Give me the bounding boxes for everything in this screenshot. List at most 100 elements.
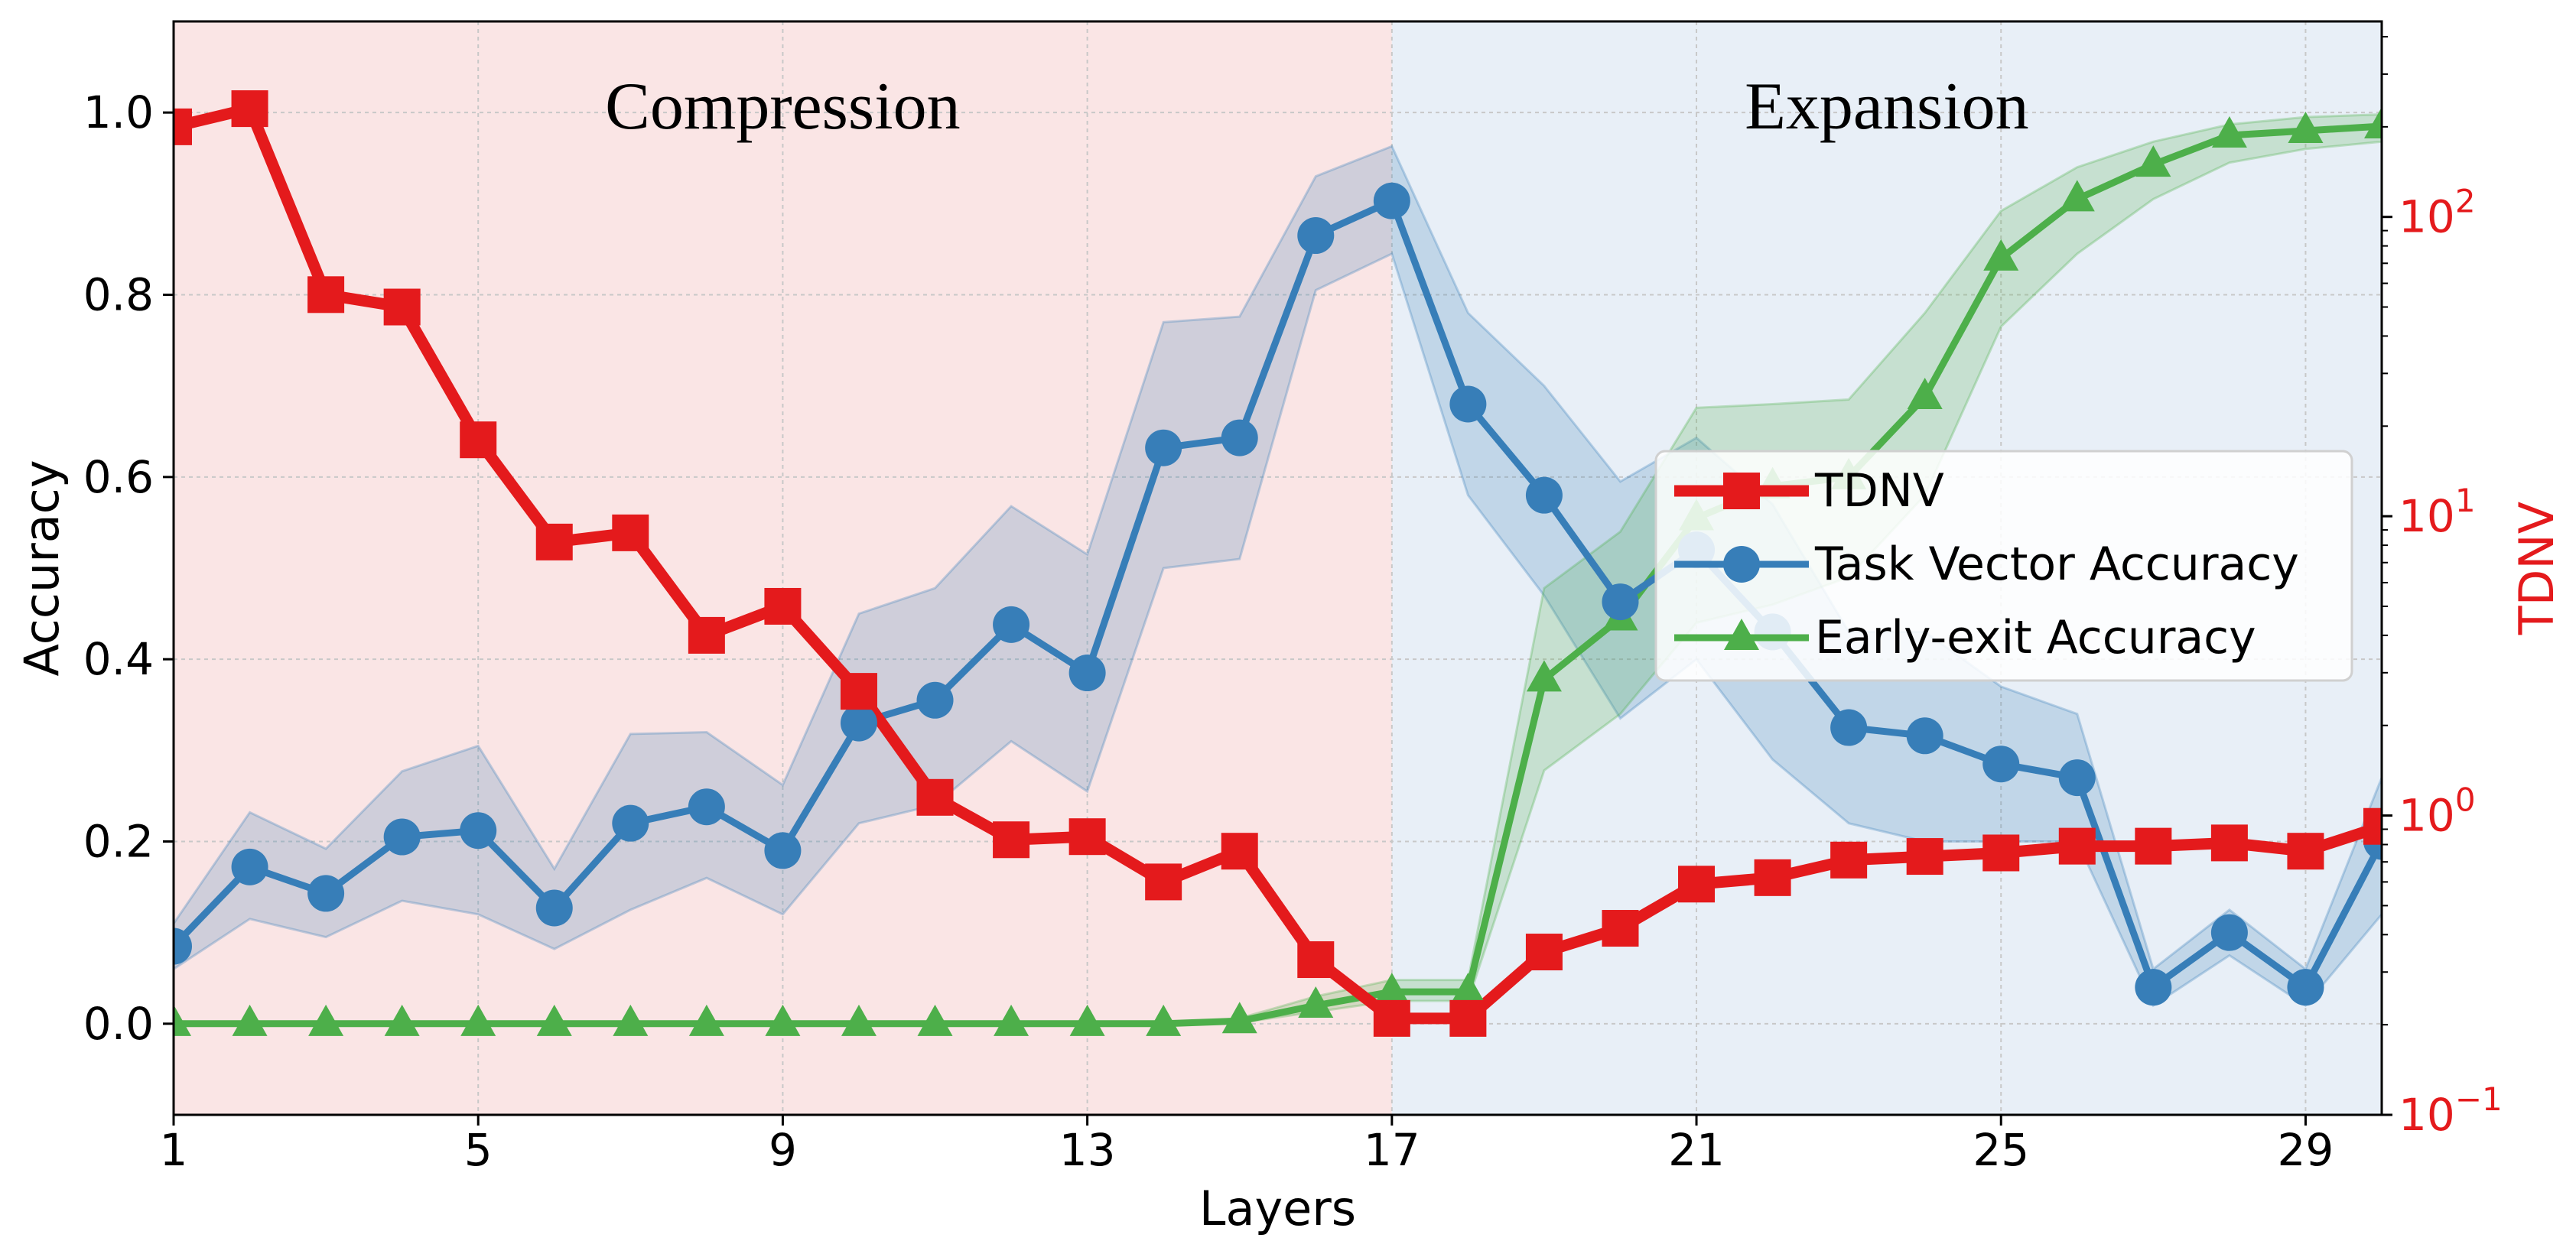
marker-early-exit-accuracy [1907, 377, 1943, 409]
x-tick-label: 17 [1364, 1124, 1420, 1176]
marker-early-exit-accuracy [841, 1004, 877, 1036]
marker-task-vector-accuracy [1068, 655, 1106, 692]
region-label-compression: Compression [605, 70, 960, 144]
y-left-tick-label: 0.6 [83, 451, 154, 503]
marker-task-vector-accuracy [174, 928, 192, 965]
region-labels: Compression Expansion [605, 70, 2028, 144]
x-axis-label: Layers [1199, 1181, 1356, 1236]
marker-tdnv [688, 616, 725, 654]
y-left-tick-label: 1.0 [83, 86, 154, 138]
marker-tdnv [1982, 834, 2020, 872]
marker-early-exit-accuracy [1450, 973, 1486, 1005]
marker-early-exit-accuracy [536, 1004, 572, 1036]
marker-task-vector-accuracy [535, 889, 573, 927]
marker-tdnv [764, 587, 802, 625]
marker-early-exit-accuracy [384, 1004, 420, 1036]
marker-tdnv [1906, 838, 1943, 876]
legend-label-tdnv: TDNV [1814, 464, 1944, 518]
marker-tdnv [535, 523, 573, 560]
marker-task-vector-accuracy [1373, 182, 1410, 219]
marker-early-exit-accuracy [2364, 107, 2382, 139]
marker-task-vector-accuracy [307, 875, 345, 912]
marker-early-exit-accuracy [1983, 239, 2019, 271]
marker-task-vector-accuracy [2135, 969, 2172, 1006]
marker-early-exit-accuracy [2135, 145, 2171, 177]
marker-early-exit-accuracy [688, 1004, 724, 1036]
marker-early-exit-accuracy [308, 1004, 344, 1036]
marker-early-exit-accuracy [1221, 1002, 1257, 1034]
x-tick-label: 13 [1059, 1124, 1116, 1176]
line-early-exit-accuracy [174, 122, 2382, 1028]
marker-tdnv [307, 276, 345, 314]
marker-task-vector-accuracy [1221, 419, 1258, 456]
marker-tdnv [1830, 841, 1868, 879]
marker-tdnv [1068, 818, 1106, 856]
legend-marker-task-vector-accuracy [1723, 546, 1760, 583]
marker-tdnv [1602, 910, 1639, 947]
marker-tdnv [1754, 859, 1791, 896]
marker-early-exit-accuracy [1374, 973, 1410, 1005]
series-markers [174, 90, 2382, 1037]
legend-label-early-exit-accuracy: Early-exit Accuracy [1815, 611, 2256, 664]
marker-task-vector-accuracy [1145, 429, 1182, 466]
marker-tdnv [1678, 866, 1716, 903]
marker-early-exit-accuracy [1298, 986, 1334, 1018]
y-right-axis-label: TDNV [2509, 502, 2565, 635]
marker-tdnv [840, 673, 877, 710]
marker-early-exit-accuracy [460, 1004, 496, 1036]
marker-tdnv [2287, 833, 2324, 870]
marker-early-exit-accuracy [994, 1004, 1029, 1036]
marker-tdnv [231, 90, 268, 128]
axis-ticks: 1 5 9 13 17 21 25 29 0.0 0.2 0.4 0.6 0.8 1.0 10−1 100 10… [83, 36, 2503, 1176]
y-left-axis-label: Accuracy [14, 460, 70, 676]
legend-marker-tdnv [1723, 473, 1760, 509]
marker-task-vector-accuracy [231, 848, 268, 885]
marker-task-vector-accuracy [1525, 476, 1563, 514]
marker-early-exit-accuracy [174, 1004, 191, 1036]
marker-early-exit-accuracy [2211, 115, 2247, 148]
y-right-tick-label: 101 [2399, 482, 2476, 542]
marker-early-exit-accuracy [1526, 660, 1562, 692]
x-tick-label: 21 [1668, 1124, 1725, 1176]
marker-task-vector-accuracy [764, 832, 802, 869]
marker-early-exit-accuracy [917, 1004, 953, 1036]
y-right-tick-label: 100 [2399, 781, 2476, 842]
y-left-tick-label: 0.0 [83, 998, 154, 1050]
marker-early-exit-accuracy [232, 1004, 268, 1036]
marker-task-vector-accuracy [460, 812, 497, 850]
marker-task-vector-accuracy [2287, 969, 2324, 1006]
legend-box [1654, 450, 2353, 682]
y-right-tick-label: 102 [2399, 183, 2476, 243]
plot-border [172, 20, 2383, 1116]
marker-early-exit-accuracy [1069, 1004, 1105, 1036]
marker-task-vector-accuracy [2210, 914, 2248, 951]
marker-tdnv [2210, 824, 2248, 862]
y-left-tick-label: 0.4 [83, 633, 154, 685]
marker-tdnv [174, 108, 192, 145]
marker-task-vector-accuracy [1297, 217, 1335, 255]
legend: TDNV Task Vector Accuracy Early-exit Accur… [1654, 450, 2353, 682]
x-tick-label: 5 [464, 1124, 493, 1176]
marker-tdnv [1525, 934, 1563, 971]
marker-early-exit-accuracy [613, 1004, 649, 1036]
y-right-tick-label: 10−1 [2399, 1080, 2503, 1141]
y-left-tick-label: 0.8 [83, 269, 154, 321]
marker-task-vector-accuracy [688, 788, 725, 826]
marker-task-vector-accuracy [993, 606, 1030, 643]
legend-label-task-vector-accuracy: Task Vector Accuracy [1814, 538, 2299, 591]
marker-tdnv [460, 421, 497, 459]
marker-early-exit-accuracy [2059, 180, 2095, 212]
marker-task-vector-accuracy [916, 681, 954, 719]
x-tick-label: 29 [2278, 1124, 2334, 1176]
region-label-expansion: Expansion [1745, 70, 2029, 144]
marker-tdnv [1373, 999, 1410, 1037]
marker-tdnv [1221, 833, 1258, 870]
marker-task-vector-accuracy [1982, 746, 2020, 783]
marker-tdnv [916, 778, 954, 816]
marker-tdnv [383, 288, 421, 326]
marker-task-vector-accuracy [1906, 717, 1943, 755]
marker-task-vector-accuracy [612, 804, 649, 842]
axis-labels: Layers Accuracy TDNV [14, 460, 2565, 1236]
marker-task-vector-accuracy [1602, 583, 1639, 621]
